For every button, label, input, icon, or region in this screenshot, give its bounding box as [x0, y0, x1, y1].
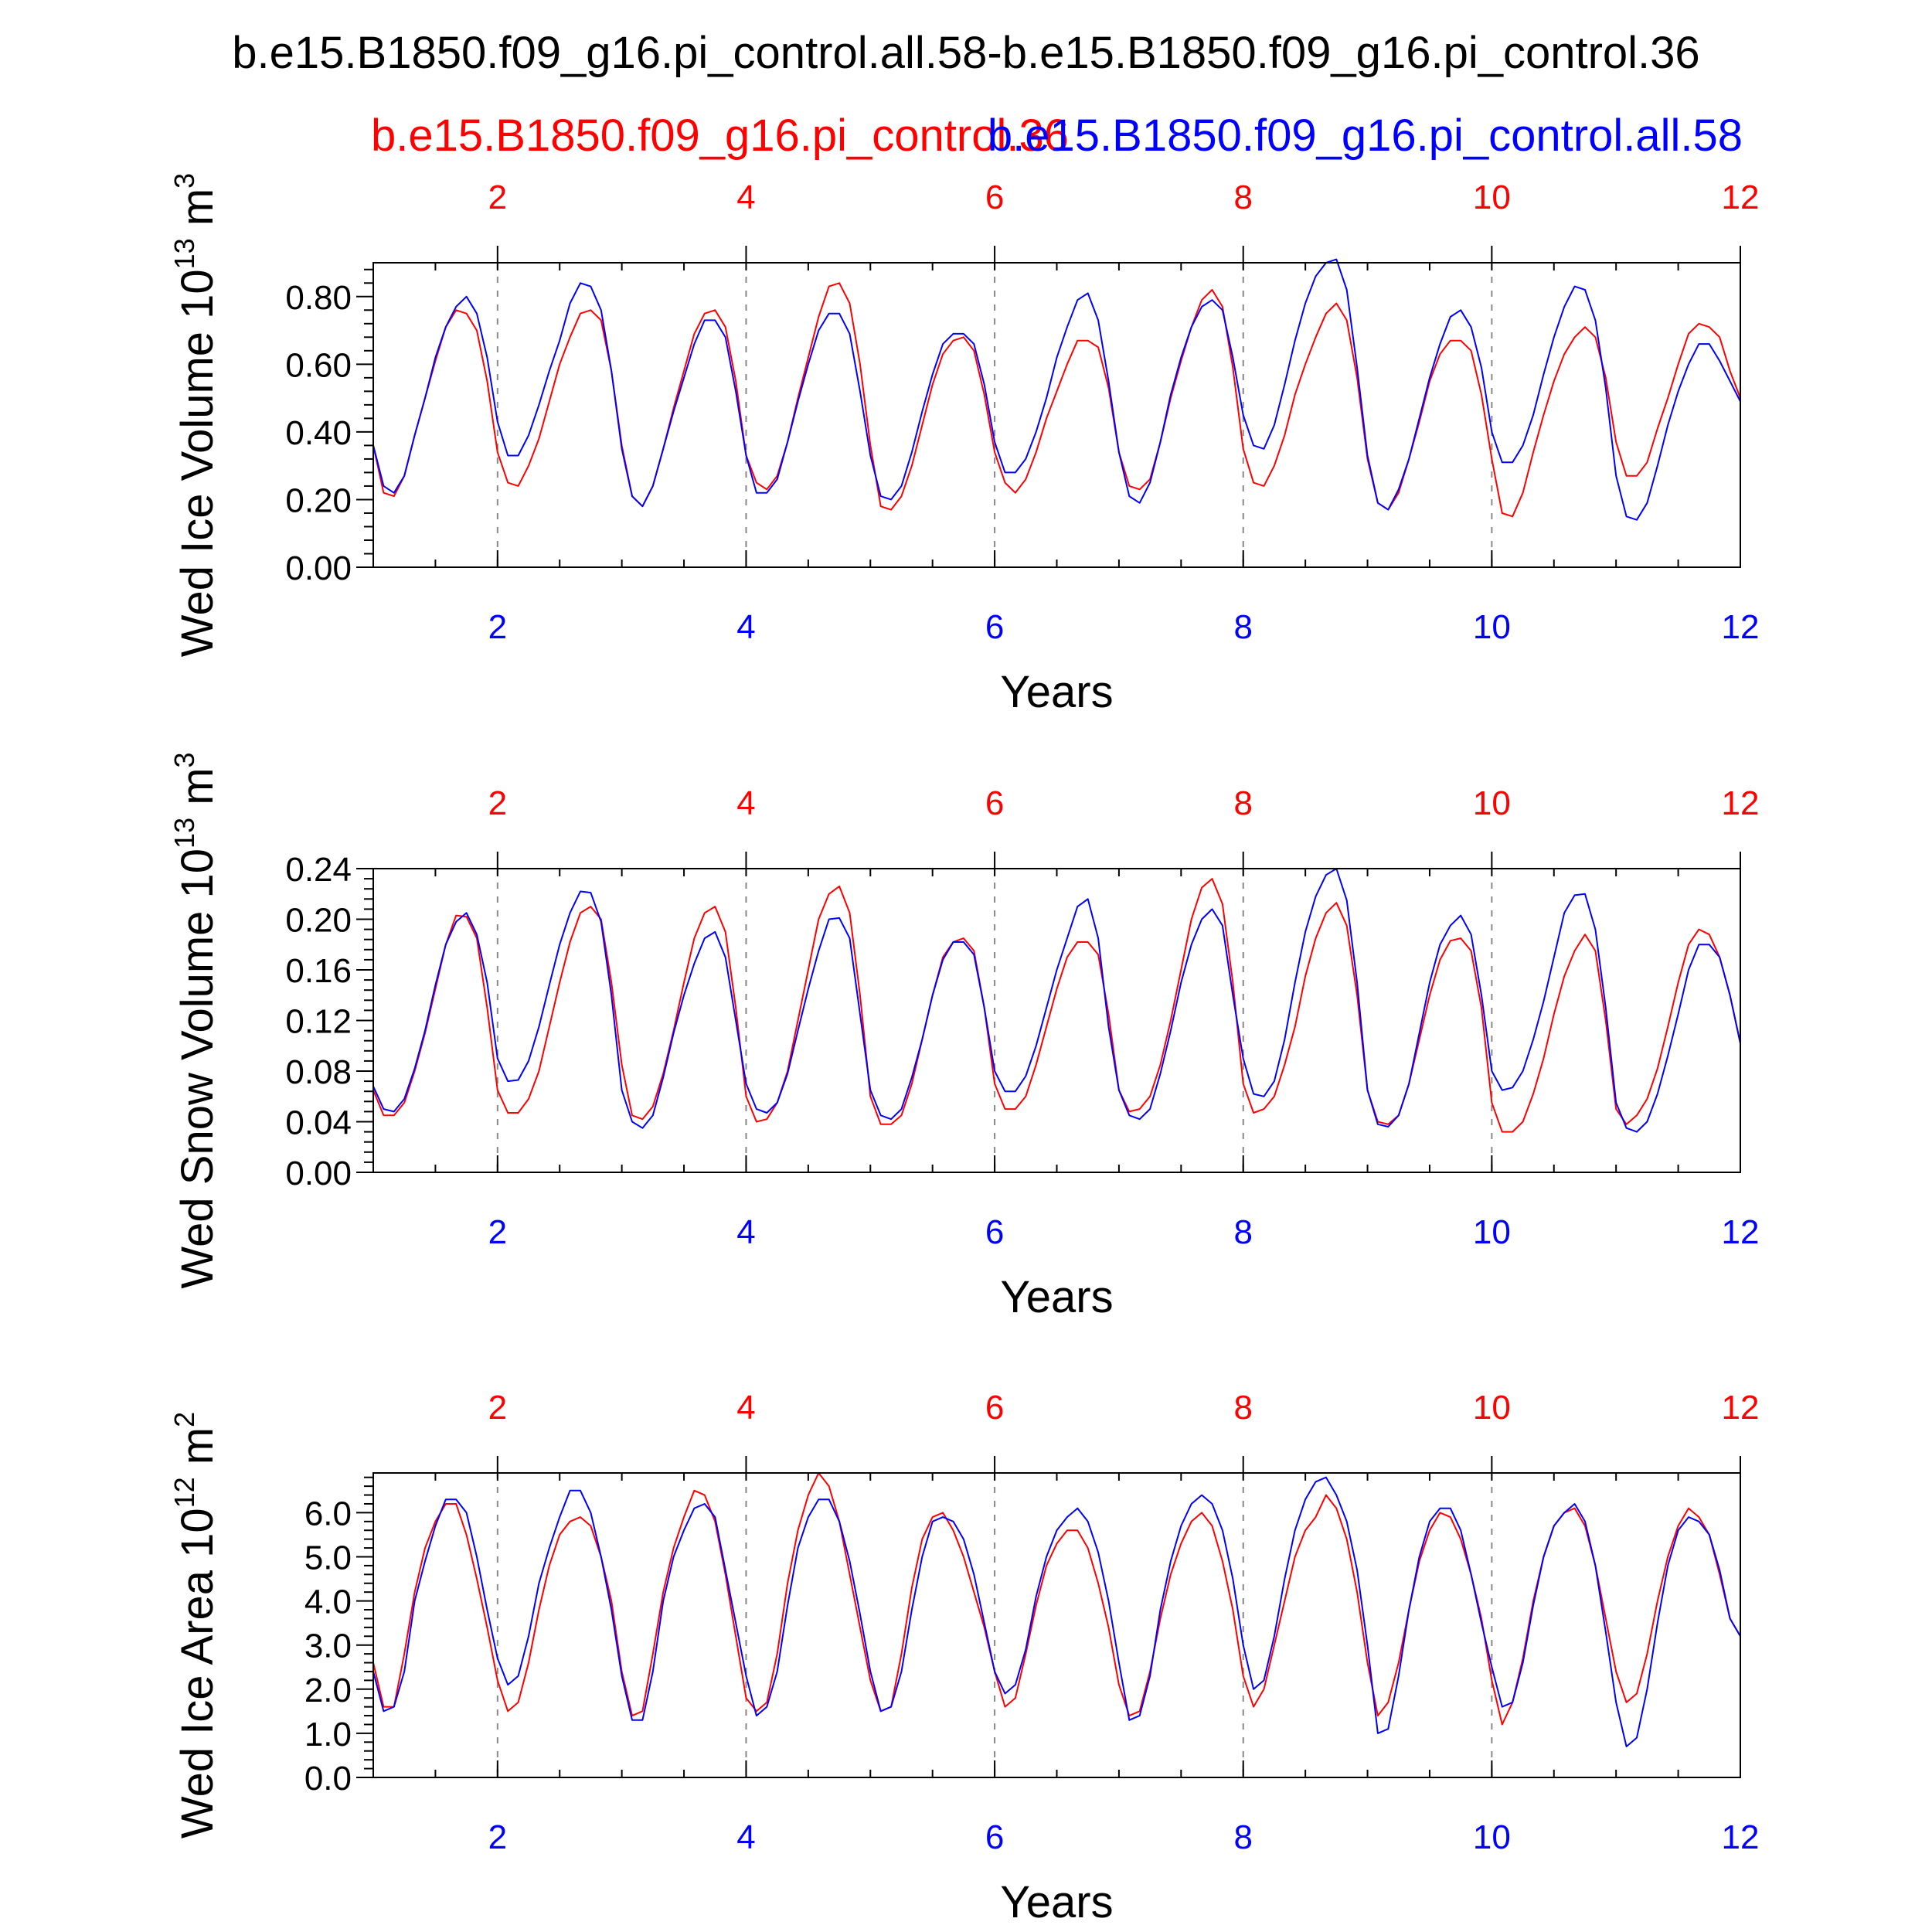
chart-panel-3: 0.0 1.0 2.0 3.0 4.0 5.0 6.0 2 2 4 4 6 6 8 8 10 10 12 12 Yea…: [168, 1389, 1759, 1927]
x-tick-label-top: 6: [985, 179, 1004, 216]
x-tick-label-top: 10: [1473, 784, 1511, 822]
y-tick-label: 3.0: [304, 1628, 352, 1665]
y-tick-label: 0.60: [285, 346, 352, 384]
x-tick-label-bottom: 6: [985, 1818, 1004, 1856]
x-tick-label-bottom: 12: [1722, 1818, 1760, 1856]
y-tick-label: 0.16: [285, 952, 352, 990]
x-tick-label-top: 6: [985, 1389, 1004, 1427]
x-tick-label-bottom: 10: [1473, 608, 1511, 646]
y-tick-label: 0.12: [285, 1003, 352, 1041]
series-line-blue: [372, 1476, 1741, 1747]
y-axis-label-superscript: 3: [168, 752, 200, 767]
y-tick-label: 0.00: [285, 549, 352, 587]
y-axis-label-superscript: 13: [168, 238, 200, 269]
y-tick-label: 0.24: [285, 851, 352, 889]
y-tick-label: 0.80: [285, 279, 352, 317]
series-line-blue: [372, 258, 1741, 521]
legend-blue-label: b.e15.B1850.f09_g16.pi_control.all.58: [988, 111, 1743, 161]
y-axis-label-part: m: [172, 1427, 223, 1477]
x-tick-label-top: 2: [488, 1389, 507, 1427]
x-tick-label-bottom: 12: [1722, 1213, 1760, 1251]
x-tick-label-bottom: 4: [736, 1818, 755, 1856]
y-axis-label-superscript: 3: [168, 173, 200, 189]
y-axis-label-part: m: [172, 189, 223, 238]
y-tick-label: 1.0: [304, 1716, 352, 1753]
chart-panel-2: 0.00 0.04 0.08 0.12 0.16 0.20 0.24 2 2 4 4 6 6 8 8 10 10…: [168, 752, 1759, 1322]
x-tick-label-bottom: 6: [985, 608, 1004, 646]
x-tick-label-bottom: 4: [736, 1213, 755, 1251]
x-tick-label-bottom: 2: [488, 1213, 507, 1251]
x-tick-label-top: 2: [488, 784, 507, 822]
x-tick-label-top: 2: [488, 179, 507, 216]
x-axis-label: Years: [1000, 1877, 1113, 1927]
legend-red-label: b.e15.B1850.f09_g16.pi_control.36: [371, 111, 1069, 161]
y-tick-label: 0.40: [285, 414, 352, 452]
x-tick-label-bottom: 6: [985, 1213, 1004, 1251]
plot-frame: [372, 262, 1741, 568]
y-axis-label: Wed Ice Area 1012 m2: [168, 1412, 223, 1838]
series-line-red: [372, 878, 1741, 1133]
y-tick-label: 0.20: [285, 902, 352, 940]
x-tick-label-bottom: 10: [1473, 1213, 1511, 1251]
y-axis-label-part: Wed Ice Volume 10: [172, 269, 223, 657]
x-axis-label: Years: [1000, 667, 1113, 717]
y-tick-label: 2.0: [304, 1672, 352, 1709]
x-tick-label-bottom: 8: [1233, 1213, 1252, 1251]
figure-title: b.e15.B1850.f09_g16.pi_control.all.58-b.…: [232, 28, 1699, 78]
x-tick-label-top: 10: [1473, 179, 1511, 216]
x-axis-label: Years: [1000, 1272, 1113, 1322]
x-tick-label-top: 12: [1722, 179, 1760, 216]
series-line-red: [372, 282, 1741, 518]
x-tick-label-bottom: 4: [736, 608, 755, 646]
y-tick-label: 4.0: [304, 1583, 352, 1621]
y-axis-label-part: Wed Snow Volume 10: [172, 849, 223, 1289]
x-tick-label-top: 4: [736, 784, 755, 822]
chart-panel-1: 0.00 0.20 0.40 0.60 0.80 2 2 4 4 6 6 8 8 10 10 12 12 Year…: [168, 173, 1759, 717]
y-tick-label: 0.20: [285, 481, 352, 519]
y-tick-label: 0.08: [285, 1053, 352, 1091]
x-tick-label-bottom: 10: [1473, 1818, 1511, 1856]
plot-frame: [372, 868, 1741, 1173]
x-tick-label-bottom: 8: [1233, 1818, 1252, 1856]
y-axis-label-superscript: 2: [168, 1412, 200, 1427]
x-tick-label-top: 8: [1233, 784, 1252, 822]
y-tick-label: 0.04: [285, 1104, 352, 1142]
x-tick-label-bottom: 2: [488, 1818, 507, 1856]
y-axis-label-superscript: 12: [168, 1477, 200, 1508]
y-axis-label: Wed Ice Volume 1013 m3: [168, 173, 223, 657]
x-tick-label-bottom: 8: [1233, 608, 1252, 646]
y-axis-label: Wed Snow Volume 1013 m3: [168, 752, 223, 1288]
x-tick-label-top: 12: [1722, 1389, 1760, 1427]
x-tick-label-bottom: 2: [488, 608, 507, 646]
x-tick-label-top: 10: [1473, 1389, 1511, 1427]
y-tick-label: 5.0: [304, 1539, 352, 1577]
x-tick-label-bottom: 12: [1722, 608, 1760, 646]
y-axis-label-part: Wed Ice Area 10: [172, 1508, 223, 1838]
x-tick-label-top: 12: [1722, 784, 1760, 822]
y-axis-label-superscript: 13: [168, 818, 200, 849]
x-tick-label-top: 4: [736, 179, 755, 216]
x-tick-label-top: 6: [985, 784, 1004, 822]
chart-panels: 0.00 0.20 0.40 0.60 0.80 2 2 4 4 6 6 8 8 10 10 12 12 Year…: [168, 173, 1759, 1927]
y-tick-label: 0.0: [304, 1760, 352, 1798]
x-tick-label-top: 8: [1233, 179, 1252, 216]
x-tick-label-top: 4: [736, 1389, 755, 1427]
x-tick-label-top: 8: [1233, 1389, 1252, 1427]
y-tick-label: 0.00: [285, 1155, 352, 1192]
y-axis-label-part: m: [172, 767, 223, 817]
y-tick-label: 6.0: [304, 1495, 352, 1532]
series-line-blue: [372, 868, 1741, 1133]
